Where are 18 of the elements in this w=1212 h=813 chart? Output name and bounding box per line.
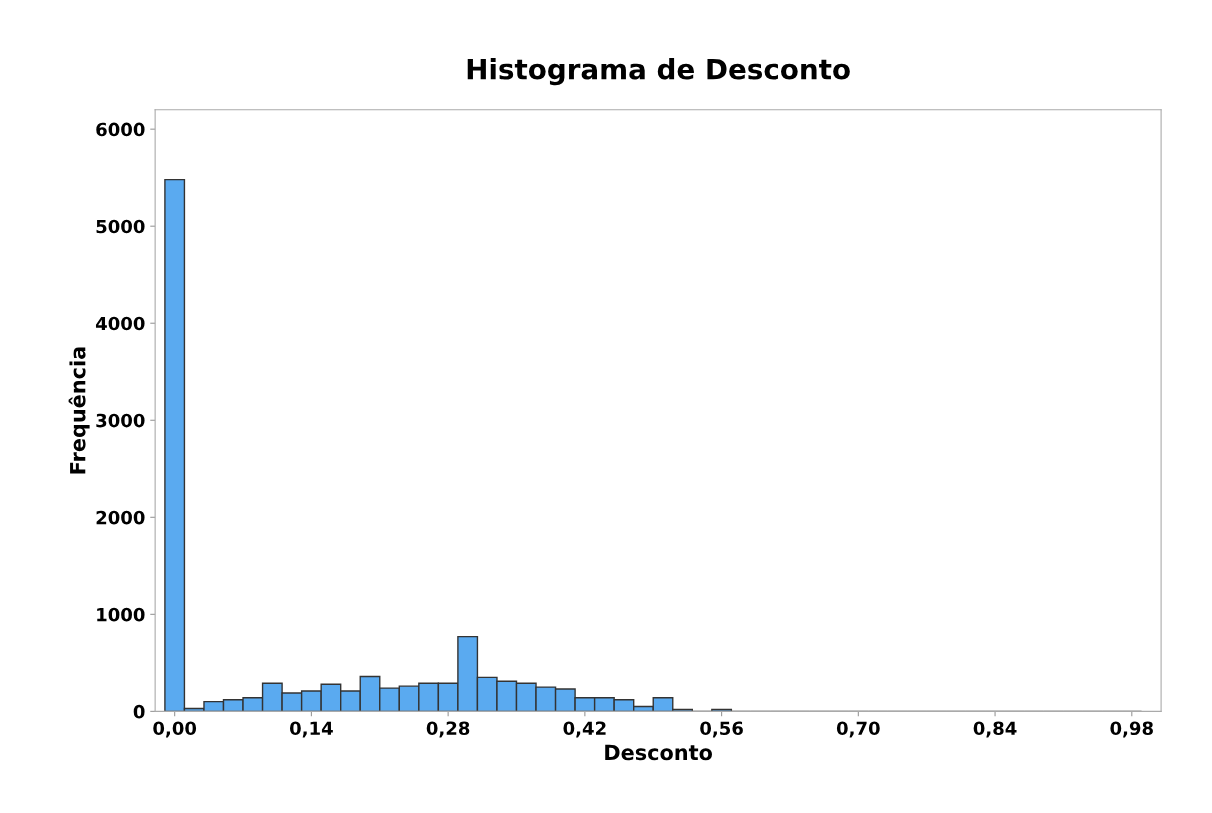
y-axis-title: Frequência bbox=[68, 347, 90, 474]
x-tick-label: 0,42 bbox=[563, 721, 606, 738]
x-tick-label: 0,28 bbox=[426, 721, 470, 738]
x-tick-label: 0,98 bbox=[1110, 721, 1153, 738]
y-tick-label: 0 bbox=[133, 704, 145, 719]
y-tick-label: 1000 bbox=[97, 607, 145, 622]
y-tick-label: 6000 bbox=[96, 122, 145, 137]
y-tick-label: 2000 bbox=[96, 510, 145, 525]
x-tick-label: 0,14 bbox=[289, 721, 333, 738]
y-tick-label: 3000 bbox=[96, 413, 145, 428]
y-tick-label: 4000 bbox=[95, 316, 145, 331]
x-tick-label: 0,70 bbox=[836, 721, 880, 738]
chart-title: Histograma de Desconto bbox=[467, 58, 850, 86]
x-tick-label: 0,56 bbox=[700, 721, 743, 738]
x-tick-label: 0,00 bbox=[153, 721, 197, 738]
x-tick-label: 0,84 bbox=[973, 721, 1017, 738]
x-axis-title: Desconto bbox=[605, 744, 713, 761]
y-tick-label: 5000 bbox=[96, 219, 145, 234]
